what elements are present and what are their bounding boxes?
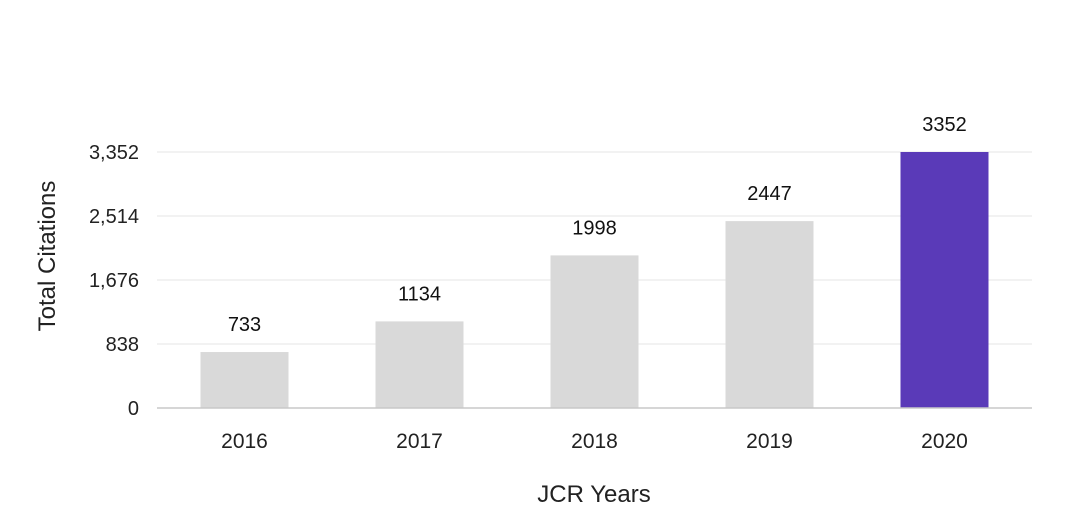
data-label-2020: 3352 <box>922 114 967 136</box>
bar-2019 <box>725 221 814 408</box>
bar-2017 <box>375 321 464 408</box>
data-label-2019: 2447 <box>747 183 792 205</box>
bars <box>200 152 989 408</box>
bar-2018 <box>550 255 639 408</box>
x-tick-label: 2020 <box>921 430 968 453</box>
y-axis-title: Total Citations <box>34 181 61 332</box>
data-labels: 733 1134 1998 2447 3352 <box>228 114 967 336</box>
x-tick-label: 2019 <box>746 430 793 453</box>
y-tick-label: 838 <box>106 334 139 356</box>
x-tick-label: 2016 <box>221 430 268 453</box>
y-axis-ticks: 0 838 1,676 2,514 3,352 <box>89 142 139 420</box>
bar-2020 <box>900 152 989 408</box>
data-label-2016: 733 <box>228 314 261 336</box>
bar-2016 <box>200 352 289 408</box>
x-tick-label: 2018 <box>571 430 618 453</box>
y-tick-label: 3,352 <box>89 142 139 164</box>
x-axis-ticks: 2016 2017 2018 2019 2020 <box>221 430 968 453</box>
y-tick-label: 1,676 <box>89 270 139 292</box>
data-label-2017: 1134 <box>398 283 441 305</box>
data-label-2018: 1998 <box>572 217 617 239</box>
x-tick-label: 2017 <box>396 430 443 453</box>
x-axis-title: JCR Years <box>537 481 650 508</box>
y-tick-label: 2,514 <box>89 206 139 228</box>
y-tick-label: 0 <box>128 398 139 420</box>
